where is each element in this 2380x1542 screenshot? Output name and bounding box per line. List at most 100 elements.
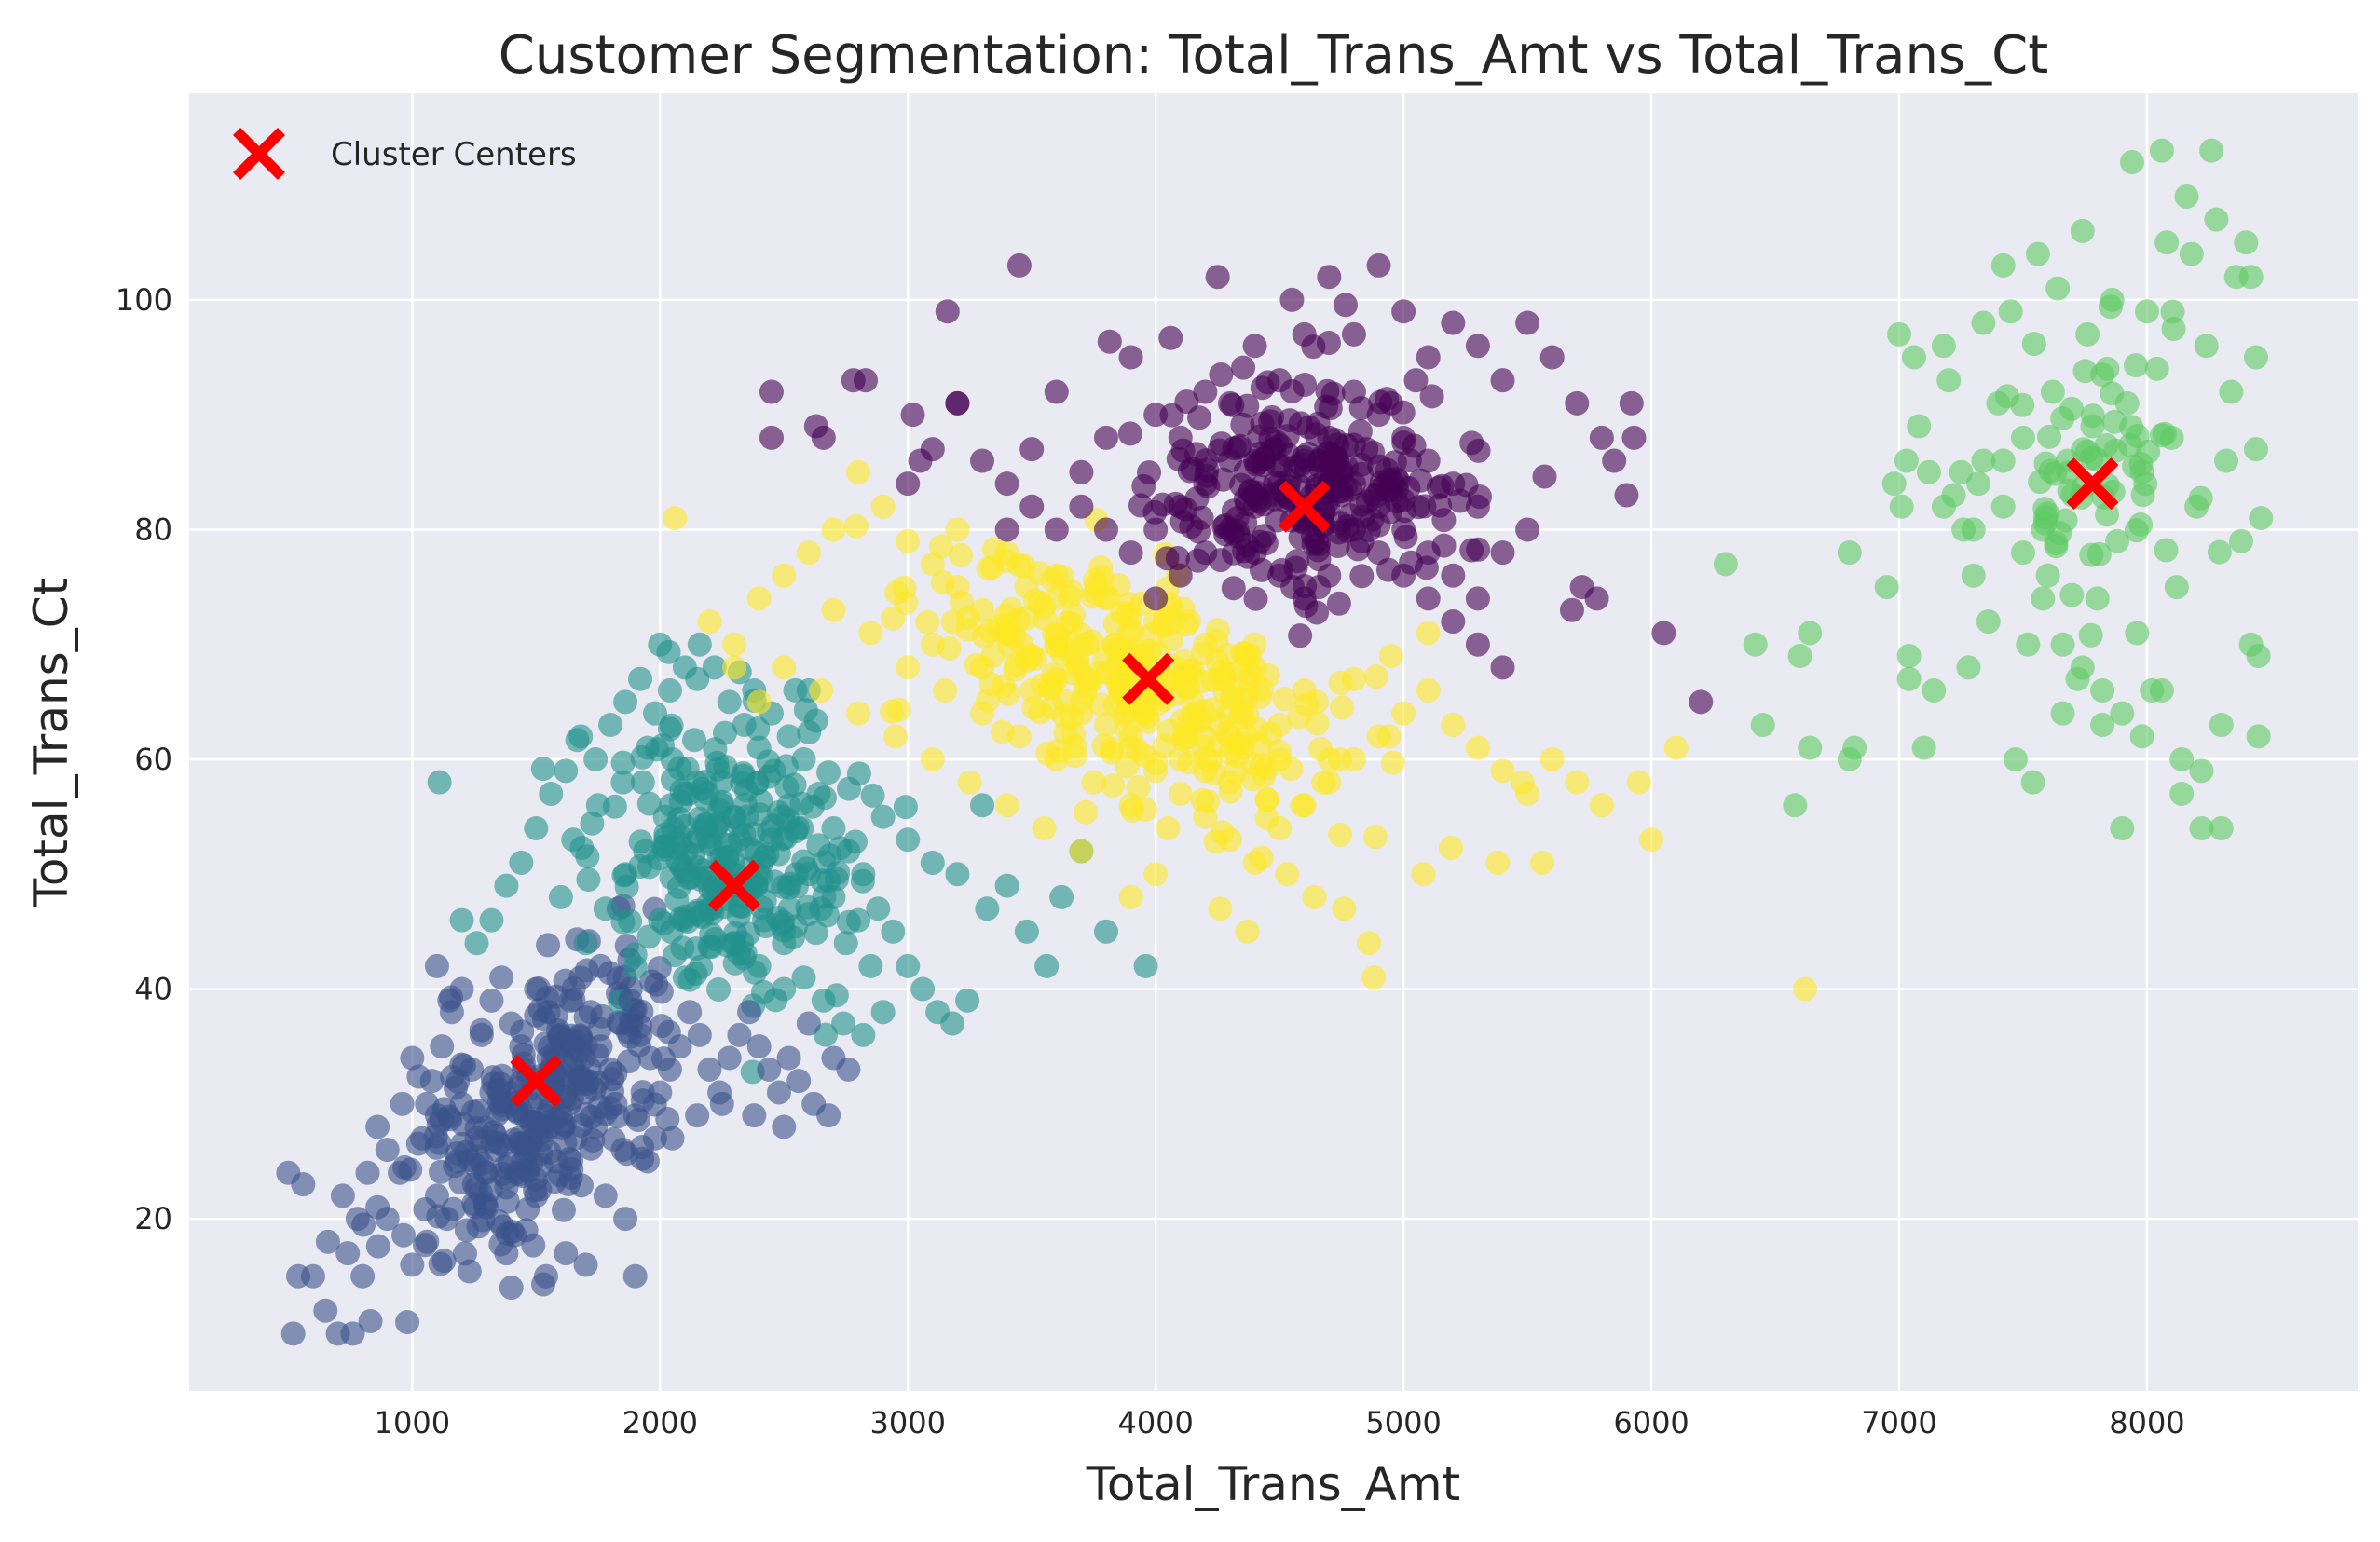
scatter-point [970,701,995,726]
scatter-point [598,1057,623,1082]
scatter-point [513,1218,539,1243]
scatter-point [573,931,598,956]
legend-label-cluster-centers: Cluster Centers [331,136,577,173]
scatter-point [945,390,970,416]
scatter-point [1243,586,1268,611]
scatter-point [1911,735,1936,760]
scatter-point [796,1011,821,1036]
scatter-point [1168,781,1193,806]
scatter-point [1998,299,2023,324]
scatter-point [1922,678,1947,703]
scatter-point [1490,540,1515,566]
scatter-point [1272,687,1297,712]
scatter-point [437,988,462,1013]
scatter-point [1783,793,1808,818]
scatter-point [2045,276,2071,301]
scatter-point [821,517,846,542]
cluster-center-marker [1278,480,1331,533]
scatter-point [543,1149,568,1174]
scatter-point [2209,713,2234,738]
scatter-point [806,833,831,858]
scatter-point [1267,368,1293,393]
scatter-point [1049,884,1074,909]
scatter-point [2040,379,2065,404]
scatter-point [920,437,945,462]
scatter-point [1626,770,1651,795]
scatter-point [1166,446,1191,471]
scatter-point [975,896,1000,921]
scatter-point [2031,586,2056,611]
scatter-point [1074,666,1100,691]
y-tick-label: 60 [134,742,172,777]
x-tick-label: 6000 [1613,1405,1689,1440]
scatter-point [994,517,1019,542]
scatter-point [892,575,917,600]
scatter-point [1881,471,1907,497]
scatter-point [330,1183,355,1208]
scatter-point [1465,586,1490,611]
scatter-point [1267,433,1293,458]
scatter-point [1193,724,1218,749]
scatter-point [1230,735,1255,760]
scatter-point [821,597,846,622]
x-tick-label: 4000 [1117,1405,1193,1440]
scatter-point [300,1263,325,1289]
scatter-point [400,1252,425,1277]
scatter-point [1515,310,1540,335]
scatter-point [970,597,995,622]
scatter-point [1341,746,1366,771]
scatter-point [1406,495,1431,520]
scatter-point [870,804,896,829]
scatter-point [630,770,655,795]
scatter-point [313,1298,338,1323]
scatter-point [484,1138,509,1163]
scatter-point [610,750,636,775]
scatter-point [1143,517,1169,542]
scatter-point [685,1103,710,1128]
scatter-point [454,1218,479,1243]
scatter-point [940,609,965,635]
scatter-point [1465,735,1490,760]
scatter-point [1341,379,1366,404]
scatter-point [709,793,734,818]
scatter-point [2090,678,2115,703]
scatter-point [811,988,836,1013]
scatter-point [2243,437,2268,462]
scatter-point [1428,493,1453,518]
scatter-point [536,933,561,958]
scatter-point [395,1310,420,1335]
scatter-point [791,965,816,990]
scatter-point [2130,483,2155,508]
scatter-point [618,908,643,934]
scatter-point [618,988,643,1013]
scatter-point [1044,517,1069,542]
scatter-point [774,775,800,800]
scatter-point [419,1069,445,1094]
scatter-point [561,827,586,853]
scatter-point [1305,528,1330,553]
scatter-point [1091,733,1116,758]
scatter-point [2050,632,2075,657]
scatter-point [1011,553,1036,579]
scatter-point [1143,862,1169,887]
scatter-point [1006,724,1032,749]
scatter-point [821,884,846,909]
scatter-point [2169,746,2195,771]
scatter-point [622,1263,648,1289]
scatter-point [424,1183,449,1208]
scatter-point [628,1022,653,1047]
scatter-point [663,943,688,968]
scatter-point [1296,415,1321,440]
scatter-point [578,1000,603,1025]
scatter-point [1292,793,1317,818]
scatter-point [1569,575,1594,600]
scatter-point [2114,390,2140,416]
scatter-point [449,1091,474,1116]
scatter-point [1267,815,1293,840]
scatter-point [2086,541,2112,566]
scatter-point [1510,770,1535,795]
scatter-point [1317,265,1342,290]
scatter-point [994,471,1019,497]
scatter-point [896,528,921,553]
